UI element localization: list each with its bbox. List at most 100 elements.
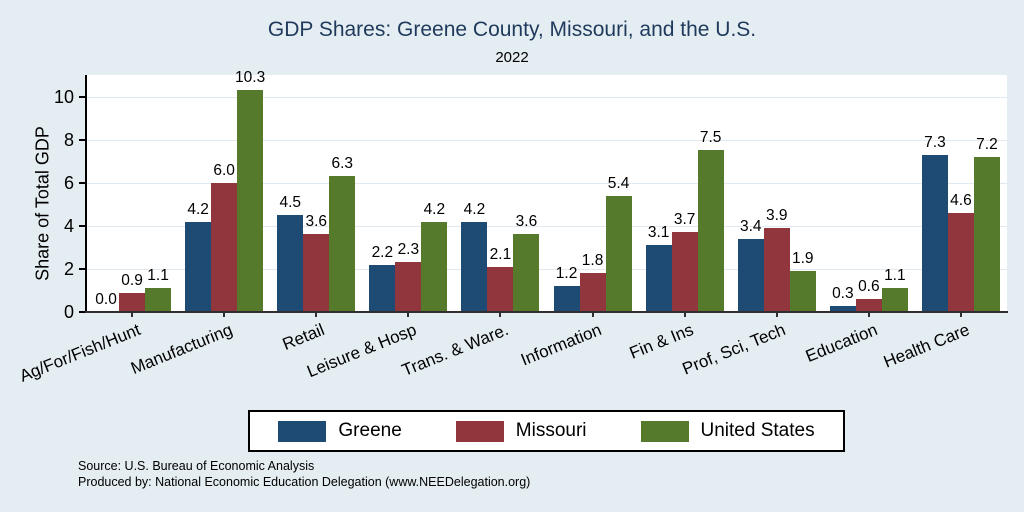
x-tick-mark-0 — [131, 313, 134, 317]
bar-value-label: 7.5 — [699, 129, 722, 147]
bar-value-label: 3.7 — [673, 211, 696, 229]
bar-value-label: 4.2 — [423, 200, 446, 218]
bar-value-label: 2.1 — [489, 245, 512, 263]
bar-united-states-7 — [789, 271, 816, 312]
bar-value-label: 4.6 — [950, 191, 972, 209]
bar-missouri-5 — [579, 273, 606, 312]
bar-value-label: 4.2 — [463, 200, 486, 218]
y-tick-mark-2 — [79, 267, 85, 270]
bar-group-5: 1.2 1.8 5.4 — [547, 75, 639, 312]
bar-value-label: 1.1 — [884, 267, 906, 285]
legend-swatch — [640, 420, 689, 442]
gridline-y4 — [86, 225, 1007, 227]
bar-greene-8 — [829, 305, 856, 312]
footer-produced-by: Produced by: National Economic Education… — [78, 475, 531, 490]
bar-united-states-1 — [237, 90, 264, 312]
bar-value-label: 0.0 — [95, 291, 117, 308]
gridline-y2 — [86, 268, 1007, 270]
bar-value-label: 7.2 — [976, 135, 998, 153]
bar-value-label: 7.3 — [924, 133, 946, 151]
bar-group-2: 4.5 3.6 6.3 — [270, 75, 362, 312]
x-tick-mark-3 — [407, 313, 410, 317]
bar-greene-1 — [185, 221, 212, 312]
y-axis — [85, 75, 87, 313]
legend-label: United States — [700, 420, 815, 441]
x-tick-mark-7 — [775, 313, 778, 317]
y-tick-label-2: 2 — [63, 258, 74, 279]
x-tick-mark-8 — [867, 313, 870, 317]
chart-subtitle: 2022 — [495, 49, 529, 66]
bar-missouri-7 — [763, 227, 790, 312]
legend-swatch — [278, 420, 327, 442]
bar-greene-2 — [277, 215, 304, 312]
bar-value-label: 5.4 — [607, 174, 630, 192]
bar-value-label: 6.3 — [331, 155, 354, 173]
bar-group-9: 7.3 4.6 7.2 — [915, 75, 1007, 312]
bar-group-1: 4.2 6.0 10.3 — [178, 69, 270, 312]
y-tick-label-8: 8 — [63, 129, 74, 150]
bar-value-label: 0.9 — [121, 271, 143, 289]
bar-missouri-4 — [487, 266, 514, 312]
bar-value-label: 3.6 — [515, 213, 538, 231]
bar-value-label: 1.2 — [555, 265, 578, 283]
chart-title: GDP Shares: Greene County, Missouri, and… — [267, 18, 757, 41]
bar-value-label: 4.5 — [279, 194, 302, 212]
y-tick-mark-0 — [79, 311, 85, 313]
gridline-y8 — [86, 139, 1007, 141]
bar-united-states-9 — [973, 156, 1000, 312]
footer-notes: Source: U.S. Bureau of Economic Analysis… — [78, 458, 530, 491]
bar-value-label: 10.3 — [235, 69, 266, 87]
bar-missouri-8 — [855, 299, 882, 312]
legend-item-united-states: United States — [640, 420, 815, 442]
legend-label: Greene — [338, 420, 402, 441]
y-tick-label-6: 6 — [63, 172, 74, 193]
bar-value-label: 3.4 — [739, 217, 762, 235]
y-tick-label-10: 10 — [53, 86, 74, 107]
bar-united-states-4 — [513, 234, 540, 312]
x-tick-mark-1 — [223, 313, 226, 317]
legend-label: Missouri — [515, 420, 587, 441]
bar-value-label: 3.1 — [647, 224, 670, 242]
legend-swatch — [455, 420, 504, 442]
y-tick-mark-10 — [79, 95, 85, 98]
legend-wrap: Greene Missouri United States — [86, 410, 1007, 452]
y-tick-mark-4 — [79, 224, 85, 227]
bar-value-label: 4.2 — [187, 200, 209, 218]
bar-greene-7 — [737, 238, 764, 312]
x-tick-mark-4 — [499, 313, 502, 317]
bar-group-0: 0.0 0.9 1.1 — [86, 75, 178, 312]
bar-missouri-2 — [303, 234, 330, 312]
bar-missouri-6 — [671, 232, 698, 312]
bar-value-label: 0.6 — [858, 278, 880, 296]
bar-greene-6 — [645, 245, 672, 312]
bar-value-label: 3.9 — [765, 206, 788, 224]
bar-value-label: 1.8 — [581, 252, 604, 270]
bar-missouri-1 — [211, 182, 238, 312]
x-tick-mark-9 — [959, 313, 962, 317]
bar-group-7: 3.4 3.9 1.9 — [731, 75, 823, 312]
bar-greene-3 — [369, 264, 396, 312]
bar-group-6: 3.1 3.7 7.5 — [639, 75, 731, 312]
bar-united-states-3 — [421, 221, 448, 312]
gridline-y6 — [86, 182, 1007, 184]
x-axis-label-text: Ag/For/Fish/Hunt — [16, 320, 144, 386]
y-tick-label-4: 4 — [63, 215, 74, 236]
bar-value-label: 2.3 — [397, 241, 420, 259]
x-tick-mark-5 — [591, 313, 594, 317]
bar-group-4: 4.2 2.1 3.6 — [454, 75, 546, 312]
bar-united-states-0 — [145, 288, 172, 312]
bar-value-label: 3.6 — [305, 213, 328, 231]
legend-item-missouri: Missouri — [455, 420, 587, 442]
bar-value-label: 0.3 — [832, 284, 854, 302]
bar-group-3: 2.2 2.3 4.2 — [362, 75, 454, 312]
bar-greene-5 — [553, 286, 580, 312]
y-tick-label-0: 0 — [63, 302, 74, 322]
bar-greene-9 — [921, 154, 948, 312]
bar-value-label: 1.9 — [791, 250, 814, 268]
gridline-y10 — [86, 96, 1007, 98]
bar-group-8: 0.3 0.6 1.1 — [823, 75, 915, 312]
bar-missouri-9 — [947, 212, 974, 312]
bar-united-states-8 — [881, 288, 908, 312]
bar-missouri-3 — [395, 262, 422, 312]
